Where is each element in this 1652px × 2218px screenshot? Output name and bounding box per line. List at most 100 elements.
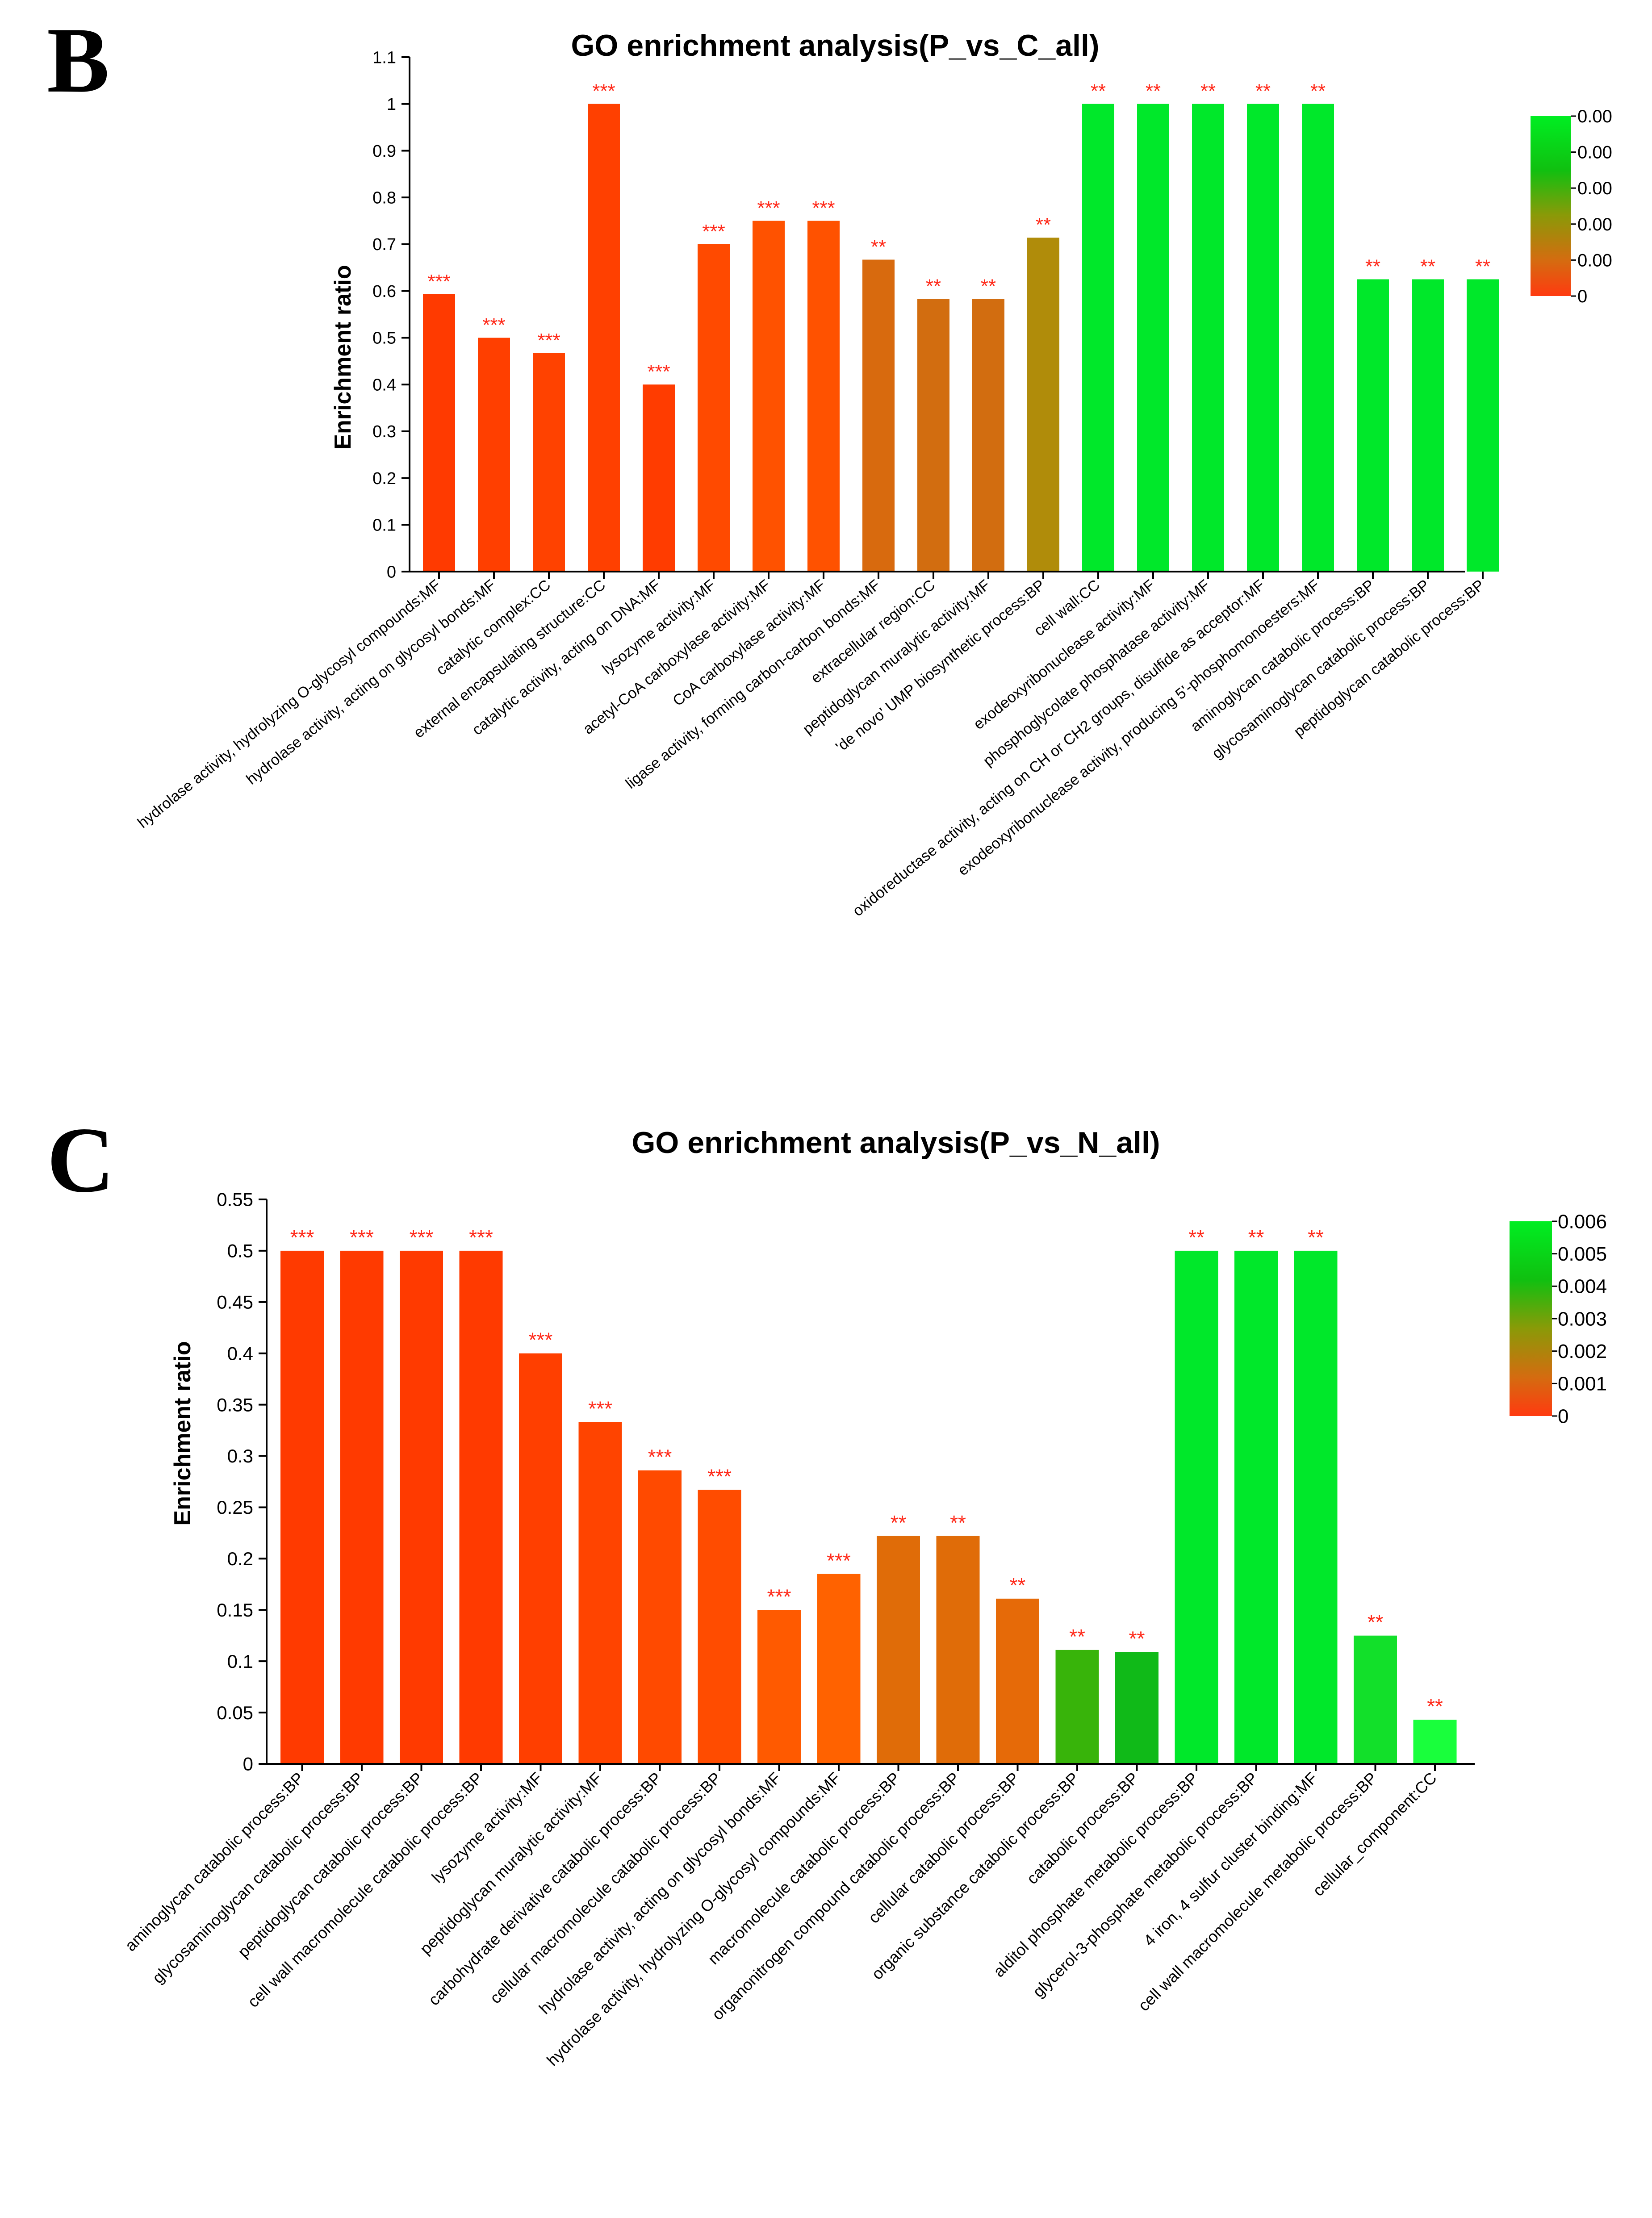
panel-c-significance-label: ** bbox=[1069, 1625, 1085, 1648]
panel-c-bar bbox=[1294, 1250, 1338, 1764]
panel-c-bar bbox=[1354, 1635, 1397, 1764]
panel-c-y-tick-label: 0.4 bbox=[227, 1343, 253, 1364]
panel-c-bar bbox=[936, 1536, 980, 1764]
panel-b-colorbar-label: 0.00 bbox=[1577, 251, 1612, 270]
panel-b-significance-label: ** bbox=[871, 236, 886, 258]
panel-c-bar bbox=[340, 1250, 384, 1764]
panel-b-bar bbox=[1027, 238, 1059, 572]
panel-b-y-tick-label: 0.4 bbox=[372, 376, 396, 394]
panel-b-bar bbox=[807, 221, 840, 572]
panel-c-y-tick-label: 0 bbox=[243, 1754, 253, 1775]
panel-b-y-tick-label: 0.8 bbox=[372, 188, 396, 207]
panel-b-category-label: oxidoreductase activity, acting on CH or… bbox=[849, 576, 1268, 920]
panel-b-y-tick-label: 0 bbox=[387, 563, 396, 581]
panel-b-significance-label: ** bbox=[1475, 255, 1490, 277]
panel-b-bar bbox=[862, 259, 895, 572]
panel-c-colorbar-label: 0.005 bbox=[1558, 1243, 1607, 1265]
panel-b-category-label: ligase activity, forming carbon-carbon b… bbox=[623, 576, 883, 792]
panel-b-bar bbox=[643, 384, 675, 572]
panel-c-significance-label: ** bbox=[950, 1511, 966, 1534]
panel-c-category-label: lysozyme activity:MF bbox=[428, 1769, 546, 1887]
panel-c-bar bbox=[877, 1536, 920, 1764]
panel-c-bar bbox=[578, 1422, 622, 1764]
panel-c-significance-label: *** bbox=[827, 1549, 851, 1572]
panel-c-colorbar-label: 0.002 bbox=[1558, 1341, 1607, 1362]
panel-b-y-tick-label: 0.9 bbox=[372, 142, 396, 161]
panel-c-colorbar-label: 0.006 bbox=[1558, 1211, 1607, 1232]
panel-c-significance-label: *** bbox=[410, 1226, 434, 1249]
panel-c-y-tick-label: 0.05 bbox=[217, 1702, 253, 1723]
panel-c-category-label: organic substance catabolic process:BP bbox=[868, 1769, 1082, 1983]
panel-b-bar bbox=[917, 299, 949, 572]
panel-c-title: GO enrichment analysis(P_vs_N_all) bbox=[632, 1126, 1160, 1160]
panel-b-bar bbox=[1467, 279, 1499, 572]
panel-b-category-label: exodeoxyribonuclease activity, producing… bbox=[955, 576, 1323, 879]
panel-b-bar bbox=[753, 221, 785, 572]
panel-b-y-tick-label: 1.1 bbox=[372, 48, 396, 67]
panel-c-bar bbox=[1413, 1720, 1457, 1764]
panel-c-category-label: cellular_component:CC bbox=[1309, 1769, 1440, 1900]
panel-b-significance-label: *** bbox=[592, 80, 615, 102]
panel-b-letter: B bbox=[47, 8, 109, 112]
panel-b-significance-label: *** bbox=[702, 221, 725, 242]
panel-c-significance-label: ** bbox=[1248, 1226, 1264, 1249]
panel-c-bar bbox=[1234, 1250, 1278, 1764]
panel-c-bar bbox=[996, 1598, 1039, 1764]
panel-b-significance-label: ** bbox=[1091, 80, 1106, 102]
panel-c-colorbar-label: 0.004 bbox=[1558, 1276, 1607, 1298]
panel-b-significance-label: ** bbox=[926, 275, 941, 297]
panel-b-significance-label: ** bbox=[1036, 214, 1051, 236]
panel-c-significance-label: *** bbox=[469, 1226, 493, 1249]
panel-c-y-tick-label: 0.45 bbox=[217, 1292, 253, 1313]
panel-b-chart: B GO enrichment analysis(P_vs_C_all) Enr… bbox=[47, 8, 1612, 920]
panel-c-significance-label: *** bbox=[290, 1226, 314, 1249]
panel-c-y-tick-label: 0.2 bbox=[227, 1548, 253, 1569]
panel-c-bar bbox=[817, 1574, 861, 1764]
panel-b-bar bbox=[478, 338, 510, 572]
panel-c-letter: C bbox=[47, 1108, 115, 1212]
panel-c-significance-label: ** bbox=[1368, 1611, 1384, 1634]
panel-b-colorbar-label: 0.00 bbox=[1577, 215, 1612, 234]
panel-b-significance-label: ** bbox=[1200, 80, 1216, 102]
panel-b-significance-label: *** bbox=[537, 330, 560, 351]
panel-c-significance-label: ** bbox=[891, 1511, 907, 1534]
panel-b-bar bbox=[588, 104, 620, 572]
panel-c-significance-label: *** bbox=[350, 1226, 374, 1249]
panel-c-y-tick-label: 0.1 bbox=[227, 1651, 253, 1672]
panel-c-bar bbox=[1175, 1250, 1218, 1764]
panel-c-bar bbox=[1055, 1650, 1099, 1764]
panel-b-significance-label: *** bbox=[757, 197, 780, 219]
panel-b-significance-label: *** bbox=[427, 271, 450, 292]
panel-c-bar bbox=[1115, 1652, 1158, 1764]
panel-b-bar bbox=[1302, 104, 1334, 572]
panel-c-y-tick-label: 0.15 bbox=[217, 1600, 253, 1621]
panel-c-significance-label: ** bbox=[1188, 1226, 1204, 1249]
panel-b-y-tick-label: 0.5 bbox=[372, 329, 396, 348]
panel-b-significance-label: *** bbox=[647, 361, 670, 383]
panel-c-significance-label: ** bbox=[1129, 1627, 1145, 1650]
panel-b-colorbar-label: 0.00 bbox=[1577, 143, 1612, 163]
panel-b-bar bbox=[698, 244, 730, 572]
panel-c-bar bbox=[638, 1470, 682, 1764]
panel-b-y-tick-label: 0.6 bbox=[372, 282, 396, 301]
panel-c-y-tick-label: 0.5 bbox=[227, 1241, 253, 1261]
panel-b-colorbar bbox=[1531, 116, 1571, 296]
panel-b-y-tick-label: 0.2 bbox=[372, 469, 396, 488]
panel-c-significance-label: *** bbox=[588, 1397, 612, 1420]
panel-b-bar bbox=[1357, 279, 1389, 572]
panel-c-bar bbox=[459, 1250, 503, 1764]
panel-b-significance-label: ** bbox=[981, 275, 996, 297]
panel-c-chart: C GO enrichment analysis(P_vs_N_all) Enr… bbox=[47, 1108, 1607, 2069]
panel-b-y-tick-label: 0.7 bbox=[372, 235, 396, 254]
panel-b-category-label: hydrolase activity, hydrolyzing O-glycos… bbox=[134, 576, 444, 831]
panel-b-significance-label: ** bbox=[1420, 255, 1435, 277]
panel-c-significance-label: ** bbox=[1010, 1574, 1026, 1597]
panel-c-y-tick-label: 0.25 bbox=[217, 1497, 253, 1518]
panel-b-bar bbox=[1247, 104, 1279, 572]
panel-c-bar bbox=[698, 1490, 741, 1764]
panel-b-bar bbox=[1137, 104, 1169, 572]
panel-b-colorbar-label: 0.00 bbox=[1577, 179, 1612, 198]
panel-c-colorbar bbox=[1510, 1221, 1552, 1416]
panel-b-y-tick-label: 0.1 bbox=[372, 516, 396, 535]
